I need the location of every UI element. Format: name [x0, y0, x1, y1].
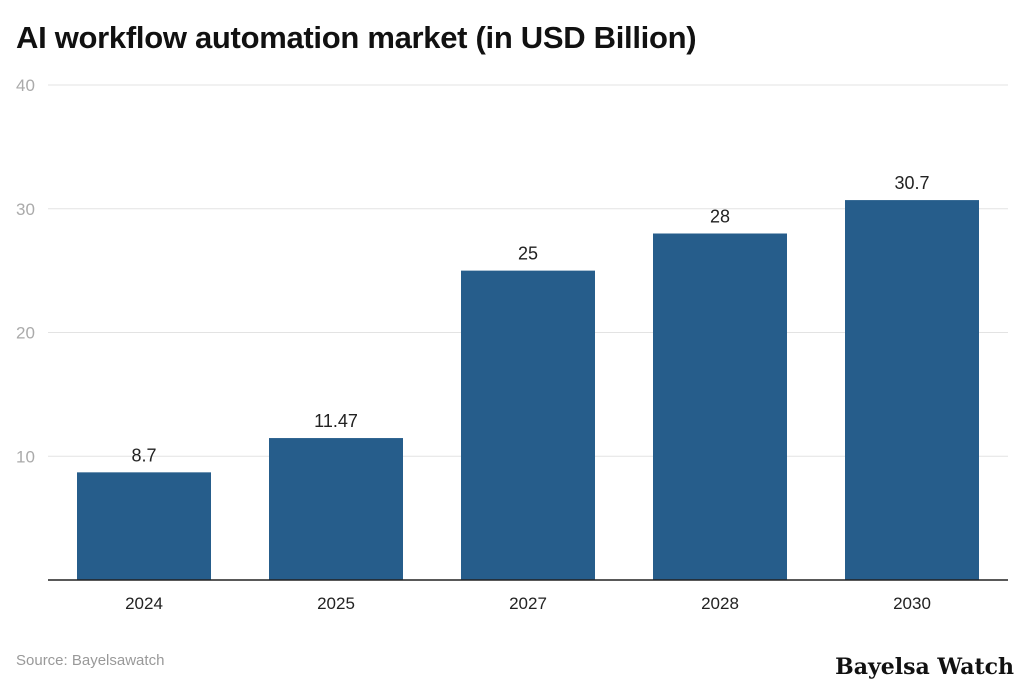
chart-title: AI workflow automation market (in USD Bi…	[16, 20, 697, 55]
y-tick-label: 20	[16, 324, 35, 343]
x-tick-label: 2025	[317, 594, 355, 613]
data-label: 11.47	[314, 411, 358, 431]
data-label: 30.7	[894, 173, 929, 193]
brand-logo: Bayelsa Watch	[835, 654, 1014, 680]
y-tick-label: 40	[16, 76, 35, 95]
data-label: 25	[518, 244, 538, 264]
x-tick-label: 2030	[893, 594, 931, 613]
bar-2025	[269, 438, 403, 580]
bar-2024	[77, 472, 211, 580]
bar-2028	[653, 233, 787, 580]
x-tick-label: 2028	[701, 594, 739, 613]
source-note: Source: Bayelsawatch	[16, 652, 165, 669]
bar-2030	[845, 200, 979, 580]
data-label: 8.7	[131, 445, 156, 465]
x-tick-label: 2027	[509, 594, 547, 613]
y-tick-label: 10	[16, 447, 35, 466]
bar-2027	[461, 270, 595, 580]
y-tick-label: 30	[16, 200, 35, 219]
data-label: 28	[710, 207, 730, 227]
x-tick-label: 2024	[125, 594, 163, 613]
